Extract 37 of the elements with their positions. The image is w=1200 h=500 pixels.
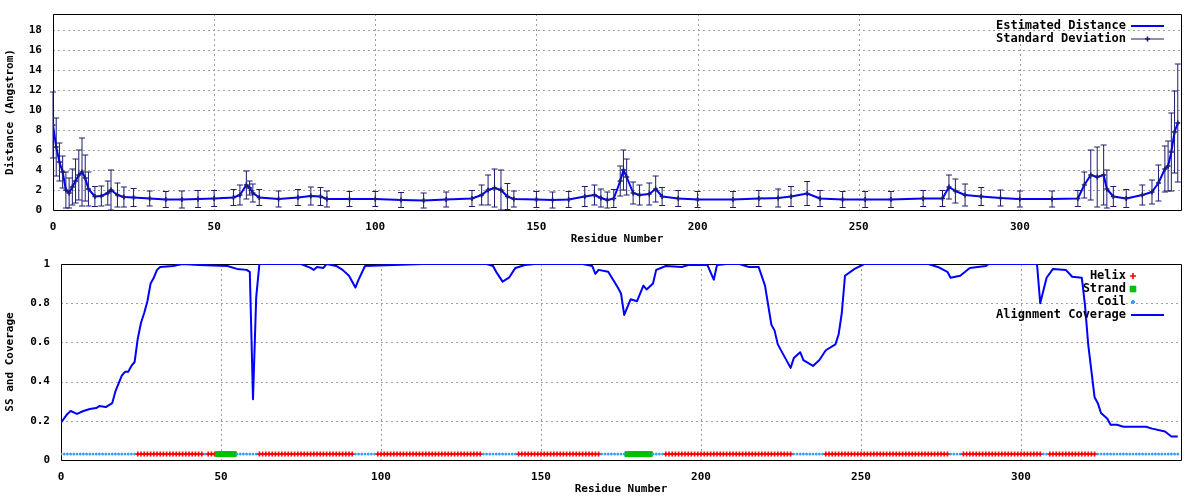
y-tick-label: 6 [35,142,43,156]
y-tick-label: 1 [43,256,51,270]
x-axis-title: Residue Number [570,232,664,246]
x-tick-label: 250 [851,470,871,484]
y-tick-label: 0 [35,202,42,216]
legend-label: Helix [1089,268,1126,283]
y-tick-label: 18 [28,22,42,36]
y-tick-label: 8 [35,122,42,136]
y-tick-label: 0.2 [30,413,50,427]
x-tick-label: 0 [57,470,65,484]
x-tick-label: 200 [691,470,711,484]
legend-label: Coil [1097,294,1126,309]
y-tick-label: 0.4 [30,374,51,388]
y-tick-label: 14 [28,62,43,76]
x-tick-label: 150 [526,220,547,234]
x-axis-title: Residue Number [574,482,668,496]
x-tick-label: 300 [1009,220,1030,234]
y-tick-label: 0.8 [30,296,50,310]
y-tick-label: 16 [28,42,43,56]
legend-label: Estimated Distance [995,18,1126,33]
x-tick-label: 250 [848,220,869,234]
x-tick-label: 50 [207,220,221,234]
x-tick-label: 100 [365,220,386,234]
y-tick-label: 10 [28,102,42,116]
y-axis-title: SS and Coverage [3,311,17,412]
x-tick-label: 300 [1011,470,1031,484]
y-tick-label: 12 [28,82,42,96]
y-tick-label: 0.6 [30,335,51,349]
y-axis-title: Distance (Angstrom) [3,49,17,175]
x-tick-label: 50 [214,470,228,484]
x-tick-label: 200 [687,220,708,234]
y-tick-label: 0 [43,452,50,466]
x-tick-label: 100 [371,470,391,484]
x-tick-label: 150 [531,470,551,484]
y-tick-label: 2 [35,182,42,196]
legend-label: Standard Deviation [995,31,1126,46]
y-tick-label: 4 [35,162,43,176]
